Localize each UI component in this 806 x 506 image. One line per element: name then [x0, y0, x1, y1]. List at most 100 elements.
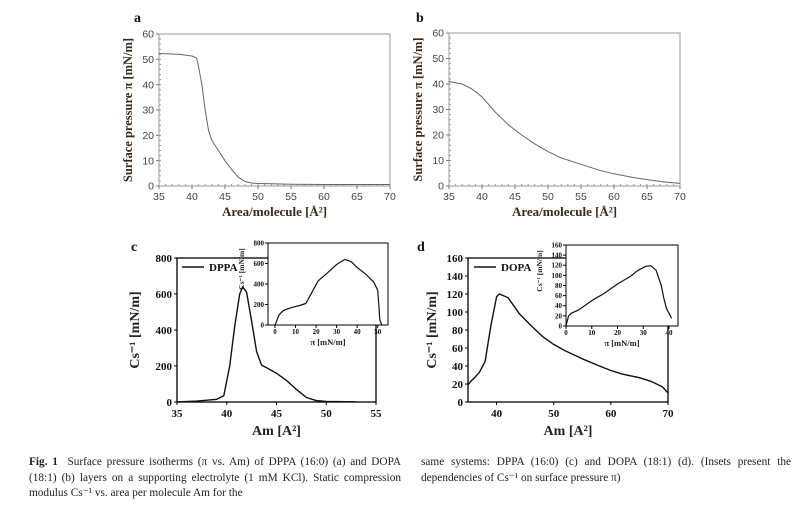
series-line: [176, 286, 357, 403]
y-tick-label: 800: [156, 253, 173, 265]
caption-label: Fig. 1: [29, 456, 58, 468]
x-tick-label: 40: [221, 408, 233, 420]
y-tick-label: 60: [555, 292, 563, 300]
x-tick-label: 70: [663, 408, 675, 420]
panel-label: b: [416, 11, 424, 26]
x-tick-label: 50: [548, 408, 560, 420]
caption-left: Fig. 1 Surface pressure isotherms (π vs.…: [29, 455, 401, 502]
y-tick-label: 80: [555, 282, 563, 290]
y-tick-label: 60: [432, 28, 444, 40]
series-line: [467, 293, 669, 394]
series-line: [274, 258, 383, 326]
y-tick-label: 0: [559, 322, 563, 330]
caption-right: same systems: DPPA (16:0) (c) and DOPA (…: [421, 455, 791, 486]
x-tick-label: 20: [614, 329, 622, 337]
x-tick-label: 50: [374, 328, 382, 336]
chart-panel-b: b35 40 45 50 55 60 65 700102030405060Area/molec…: [411, 11, 686, 219]
x-tick-label: 35: [443, 191, 455, 203]
y-tick-label: 80: [452, 325, 464, 337]
x-tick-label: 55: [575, 191, 587, 203]
x-tick-label: 30: [640, 329, 648, 337]
y-tick-label: 0: [148, 181, 154, 193]
y-tick-label: 20: [432, 130, 444, 142]
y-axis-title: Cs⁻¹ [mN/m]: [425, 291, 440, 368]
series-line: [565, 265, 673, 327]
x-axis-title: Area/molecule [Å²]: [222, 204, 327, 219]
y-tick-label: 0: [438, 181, 444, 193]
x-tick-label: 60: [318, 191, 330, 203]
x-tick-label: 45: [509, 191, 521, 203]
x-axis-title: Am [A²]: [544, 424, 593, 439]
x-tick-label: 50: [321, 408, 333, 420]
panel-label: d: [417, 240, 425, 255]
y-tick-label: 30: [432, 104, 444, 116]
x-tick-label: 50: [252, 191, 264, 203]
y-tick-label: 40: [555, 302, 563, 310]
y-tick-label: 160: [447, 253, 464, 265]
x-tick-label: 0: [273, 328, 277, 336]
x-tick-label: 40: [665, 329, 673, 337]
y-tick-label: 100: [447, 307, 464, 319]
y-tick-label: 40: [432, 79, 444, 91]
caption-right-text: same systems: DPPA (16:0) (c) and DOPA (…: [421, 456, 791, 484]
y-tick-label: 50: [432, 53, 444, 65]
x-tick-label: 35: [153, 191, 165, 203]
y-tick-label: 140: [447, 271, 464, 283]
y-axis-title: Surface pressure π [mN/m]: [121, 38, 135, 182]
y-tick-label: 30: [142, 105, 154, 117]
x-tick-label: 20: [313, 328, 321, 336]
x-tick-label: 70: [384, 191, 396, 203]
x-axis-title: Area/molecule [Å²]: [512, 204, 617, 219]
x-tick-label: 45: [271, 408, 283, 420]
series-line: [448, 81, 681, 184]
x-tick-label: 40: [354, 328, 362, 336]
y-tick-label: 60: [142, 29, 154, 41]
y-tick-label: 20: [142, 130, 154, 142]
x-tick-label: 50: [542, 191, 554, 203]
legend-label: DOPA: [501, 262, 531, 274]
inset-x-axis-title: π [mN/m]: [604, 338, 639, 348]
plot-frame: [448, 32, 681, 187]
x-tick-label: 10: [588, 329, 596, 337]
panel-label: a: [134, 11, 141, 26]
y-axis-title: Cs⁻¹ [mN/m]: [128, 291, 143, 368]
x-tick-label: 40: [476, 191, 488, 203]
x-tick-label: 40: [186, 191, 198, 203]
x-tick-label: 65: [351, 191, 363, 203]
y-tick-label: 600: [156, 289, 173, 301]
inset-x-axis-title: π [mN/m]: [310, 337, 345, 347]
inset-background: [566, 245, 678, 326]
y-tick-label: 60: [452, 343, 464, 355]
y-tick-label: 10: [432, 155, 444, 167]
y-tick-label: 40: [452, 361, 464, 373]
legend-label: DPPA: [209, 262, 238, 274]
panel-label: c: [131, 240, 137, 255]
y-tick-label: 200: [254, 301, 265, 309]
series-line: [158, 53, 390, 185]
x-tick-label: 55: [371, 408, 383, 420]
x-tick-label: 60: [605, 408, 617, 420]
inset-chart-d: 0 10 20 30 40 0 20 40 60 80 100 120 140 160 π [mN/m] Cs…: [535, 241, 679, 348]
x-tick-label: 40: [491, 408, 503, 420]
y-tick-label: 120: [447, 289, 464, 301]
y-tick-label: 160: [552, 241, 563, 249]
caption-left-text: Surface pressure isotherms (π vs. Am) of…: [29, 456, 401, 499]
y-tick-label: 140: [552, 252, 563, 260]
y-tick-label: 400: [254, 280, 265, 288]
x-axis-title: Am [A²]: [252, 424, 301, 439]
y-tick-label: 40: [142, 79, 154, 91]
x-tick-label: 60: [608, 191, 620, 203]
y-tick-label: 400: [156, 325, 173, 337]
y-tick-label: 20: [555, 312, 563, 320]
y-tick-label: 0: [458, 397, 464, 409]
x-tick-label: 0: [564, 329, 568, 337]
y-tick-label: 100: [552, 272, 563, 280]
x-tick-label: 45: [219, 191, 231, 203]
y-tick-label: 120: [552, 262, 563, 270]
inset-y-axis-title: Cs⁻¹ [mN/m]: [237, 248, 246, 289]
y-tick-label: 20: [452, 379, 464, 391]
